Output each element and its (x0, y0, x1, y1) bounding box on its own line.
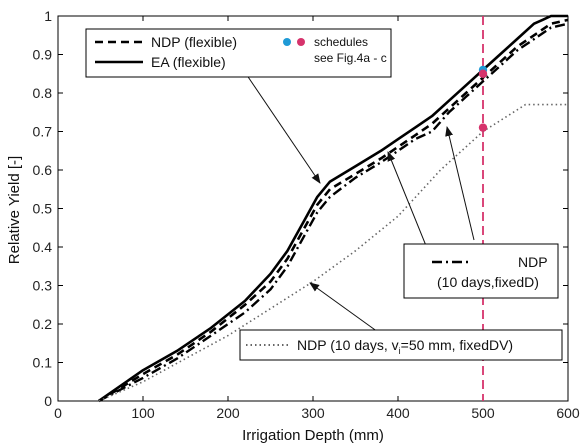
y-tick-label: 0.8 (33, 85, 53, 101)
x-tick-label: 200 (216, 405, 240, 421)
legend-marker-magenta (297, 38, 305, 46)
legend-label-fixed-dv-subscript: i (399, 346, 401, 356)
y-tick-label: 1 (44, 8, 52, 24)
y-axis-label: Relative Yield [-] (6, 156, 23, 264)
x-tick-label: 500 (471, 405, 495, 421)
legend-label-fixed-dv-prefix: NDP (10 days, v (297, 337, 399, 353)
y-tick-label: 0.4 (33, 239, 53, 255)
schedule-point (478, 69, 488, 78)
legend-label-ndp-flexible: NDP (flexible) (151, 34, 237, 50)
x-tick-label: 300 (301, 405, 325, 421)
y-tick-label: 0.5 (33, 201, 53, 217)
legend-fixed-dv: NDP (10 days, vi=50 mm, fixedDV) (239, 329, 563, 361)
series-line-solid (98, 14, 568, 403)
legend-label-fixed-d-line1: NDP (518, 254, 548, 270)
x-tick-label: 400 (386, 405, 410, 421)
legend-label-ea-flexible: EA (flexible) (151, 54, 226, 70)
legend-fixed-d: NDP (10 days,fixedD) (403, 243, 559, 299)
y-tick-label: 0.3 (33, 278, 53, 294)
y-tick-label: 0 (44, 393, 52, 409)
schedule-point (478, 123, 488, 132)
series-line-dashed (98, 18, 569, 403)
x-axis-label: Irrigation Depth (mm) (242, 427, 384, 443)
y-tick-label: 0.6 (33, 162, 53, 178)
arrow-main-legend (237, 61, 321, 184)
arrow-fixedd-2 (445, 126, 475, 241)
legend-marker-blue (283, 38, 291, 46)
y-tick-label: 0.2 (33, 316, 53, 332)
legend-label-fixed-dv-suffix: =50 mm, fixedDV) (401, 337, 513, 353)
legend-label-see-fig: see Fig.4a - c (314, 51, 387, 65)
points-layer (478, 65, 488, 132)
axis-ticks: 0 100 200 300 400 500 600 0 0.1 0.2 0.3 0.4 0.5 0.6 0.… (33, 8, 580, 421)
y-tick-label: 0.9 (33, 47, 53, 63)
arrow-fixedd-1 (387, 151, 432, 259)
legend-label-schedules: schedules (314, 35, 368, 49)
y-tick-label: 0.1 (33, 355, 53, 371)
legend-main: NDP (flexible) EA (flexible) schedules s… (85, 28, 392, 78)
x-tick-label: 600 (556, 405, 580, 421)
legend-label-fixed-d-line2: (10 days,fixedD) (437, 274, 539, 290)
y-tick-label: 0.7 (33, 124, 53, 140)
x-tick-label: 0 (54, 405, 62, 421)
series-layer (98, 14, 569, 403)
arrow-fixeddv (309, 282, 379, 333)
x-tick-label: 100 (131, 405, 155, 421)
legend-label-fixed-dv: NDP (10 days, vi=50 mm, fixedDV) (297, 337, 513, 356)
